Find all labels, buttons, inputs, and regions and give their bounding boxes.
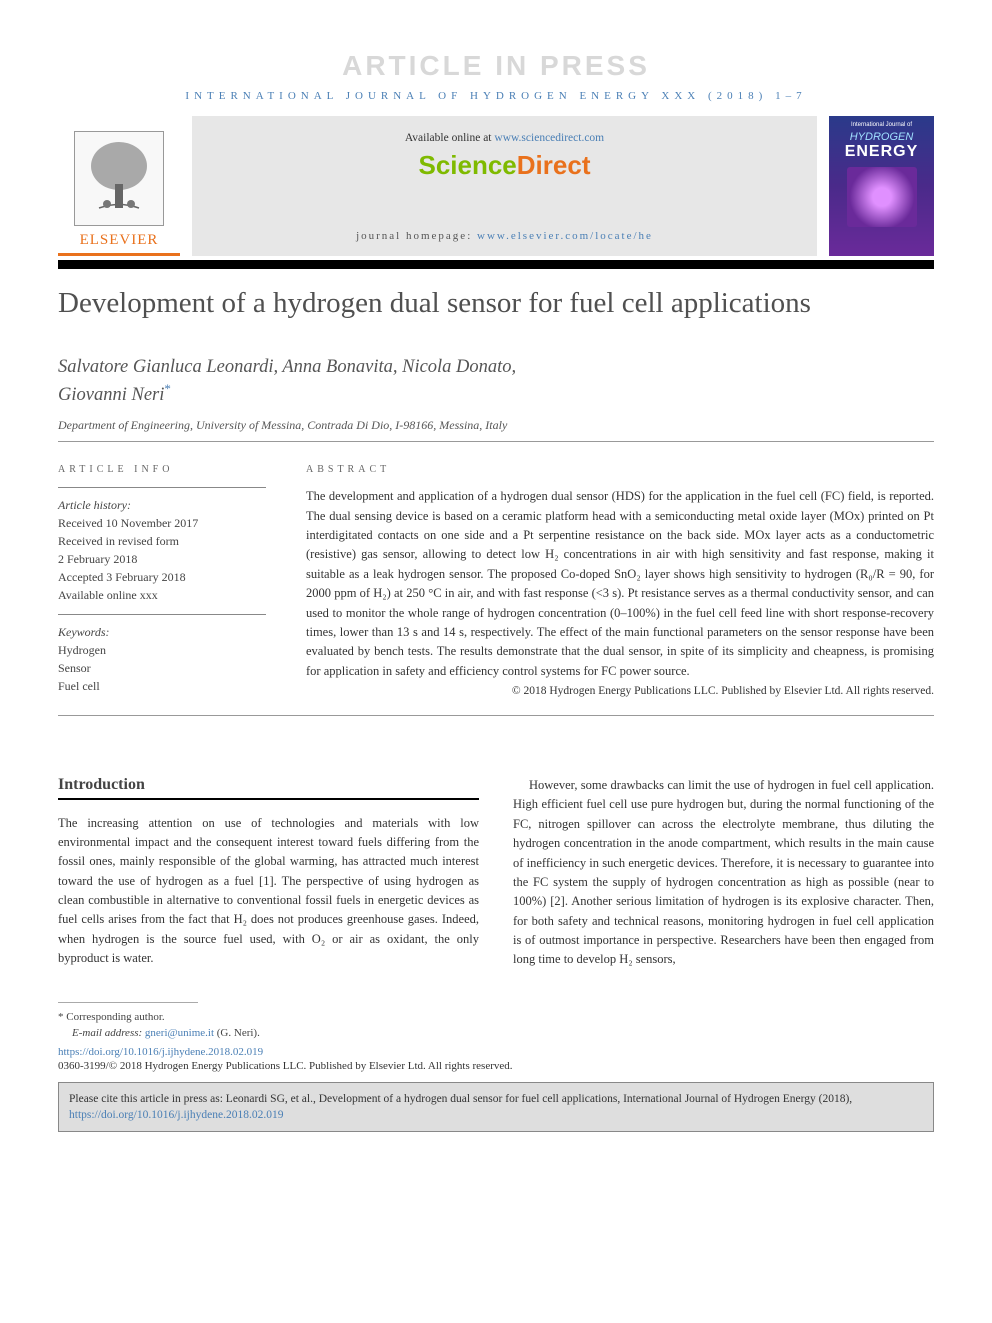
keywords-heading: Keywords:: [58, 623, 266, 641]
body-column-left: Introduction The increasing attention on…: [58, 776, 479, 970]
doi-line: https://doi.org/10.1016/j.ijhydene.2018.…: [58, 1046, 934, 1058]
authors-line-2: Giovanni Neri: [58, 385, 164, 405]
keyword-3: Fuel cell: [58, 677, 266, 695]
sd-logo-left: Science: [418, 150, 516, 180]
sciencedirect-logo: ScienceDirect: [405, 150, 604, 181]
bottom-copyright: 0360-3199/© 2018 Hydrogen Energy Publica…: [58, 1060, 934, 1072]
citation-text: Please cite this article in press as: Le…: [69, 1093, 852, 1105]
abstract-bottom-rule: [58, 715, 934, 716]
keyword-2: Sensor: [58, 659, 266, 677]
elsevier-logo-block: ELSEVIER: [58, 116, 180, 256]
corresponding-author-footnote: * Corresponding author.: [58, 1009, 934, 1026]
info-rule-2: [58, 614, 266, 615]
article-info-label: ARTICLE INFO: [58, 464, 266, 475]
article-in-press-banner: ARTICLE IN PRESS: [58, 50, 934, 82]
info-rule-1: [58, 487, 266, 488]
doi-link[interactable]: https://doi.org/10.1016/j.ijhydene.2018.…: [58, 1046, 263, 1058]
citation-doi-link[interactable]: https://doi.org/10.1016/j.ijhydene.2018.…: [69, 1109, 283, 1121]
abstract-text: The development and application of a hyd…: [306, 487, 934, 681]
affiliation: Department of Engineering, University of…: [58, 418, 934, 433]
author-email-link[interactable]: gneri@unime.it: [145, 1027, 214, 1039]
history-heading: Article history:: [58, 496, 266, 514]
footnote-separator: [58, 1002, 198, 1003]
history-online: Available online xxx: [58, 586, 266, 604]
keyword-1: Hydrogen: [58, 641, 266, 659]
elsevier-wordmark: ELSEVIER: [80, 232, 159, 249]
author-list: Salvatore Gianluca Leonardi, Anna Bonavi…: [58, 355, 934, 408]
homepage-prefix: journal homepage:: [356, 230, 477, 242]
article-page: ARTICLE IN PRESS INTERNATIONAL JOURNAL O…: [0, 0, 992, 1162]
article-title: Development of a hydrogen dual sensor fo…: [58, 285, 934, 321]
corresponding-author-mark: *: [164, 381, 171, 396]
body-column-right: However, some drawbacks can limit the us…: [513, 776, 934, 970]
info-abstract-row: ARTICLE INFO Article history: Received 1…: [58, 464, 934, 697]
history-accepted: Accepted 3 February 2018: [58, 568, 266, 586]
abstract-copyright: © 2018 Hydrogen Energy Publications LLC.…: [306, 685, 934, 697]
introduction-rule: [58, 798, 479, 800]
journal-cover-thumbnail: International Journal of HYDROGEN ENERGY: [829, 116, 934, 256]
cover-top-text: International Journal of: [851, 122, 912, 129]
intro-paragraph-1: The increasing attention on use of techn…: [58, 814, 479, 969]
sd-logo-right: Direct: [517, 150, 591, 180]
sciencedirect-link[interactable]: www.sciencedirect.com: [494, 132, 604, 144]
email-suffix: (G. Neri).: [214, 1027, 260, 1039]
intro-paragraph-2: However, some drawbacks can limit the us…: [513, 776, 934, 970]
body-two-column: Introduction The increasing attention on…: [58, 776, 934, 970]
elsevier-underline: [58, 253, 180, 256]
article-info-column: ARTICLE INFO Article history: Received 1…: [58, 464, 266, 697]
journal-running-header: INTERNATIONAL JOURNAL OF HYDROGEN ENERGY…: [58, 90, 934, 102]
abstract-column: ABSTRACT The development and application…: [306, 464, 934, 697]
history-received: Received 10 November 2017: [58, 514, 266, 532]
history-revised-1: Received in revised form: [58, 532, 266, 550]
title-top-rule: [58, 260, 934, 269]
journal-homepage-line: journal homepage: www.elsevier.com/locat…: [356, 230, 653, 242]
cover-art-icon: [847, 167, 917, 227]
tree-svg: [79, 136, 159, 221]
elsevier-tree-icon: [74, 131, 164, 226]
cover-energy-text: ENERGY: [845, 143, 919, 161]
journal-homepage-link[interactable]: www.elsevier.com/locate/he: [477, 230, 653, 242]
email-label: E-mail address:: [72, 1027, 145, 1039]
affiliation-rule: [58, 441, 934, 442]
available-online-line: Available online at www.sciencedirect.co…: [405, 132, 604, 144]
introduction-heading: Introduction: [58, 776, 479, 794]
history-revised-2: 2 February 2018: [58, 550, 266, 568]
cover-hydrogen-text: HYDROGEN: [850, 131, 914, 143]
sciencedirect-block: Available online at www.sciencedirect.co…: [192, 116, 817, 256]
available-prefix: Available online at: [405, 132, 495, 144]
masthead: ELSEVIER Available online at www.science…: [58, 116, 934, 256]
citation-box: Please cite this article in press as: Le…: [58, 1082, 934, 1132]
email-footnote: E-mail address: gneri@unime.it (G. Neri)…: [58, 1025, 934, 1042]
abstract-label: ABSTRACT: [306, 464, 934, 475]
authors-line-1: Salvatore Gianluca Leonardi, Anna Bonavi…: [58, 357, 516, 377]
